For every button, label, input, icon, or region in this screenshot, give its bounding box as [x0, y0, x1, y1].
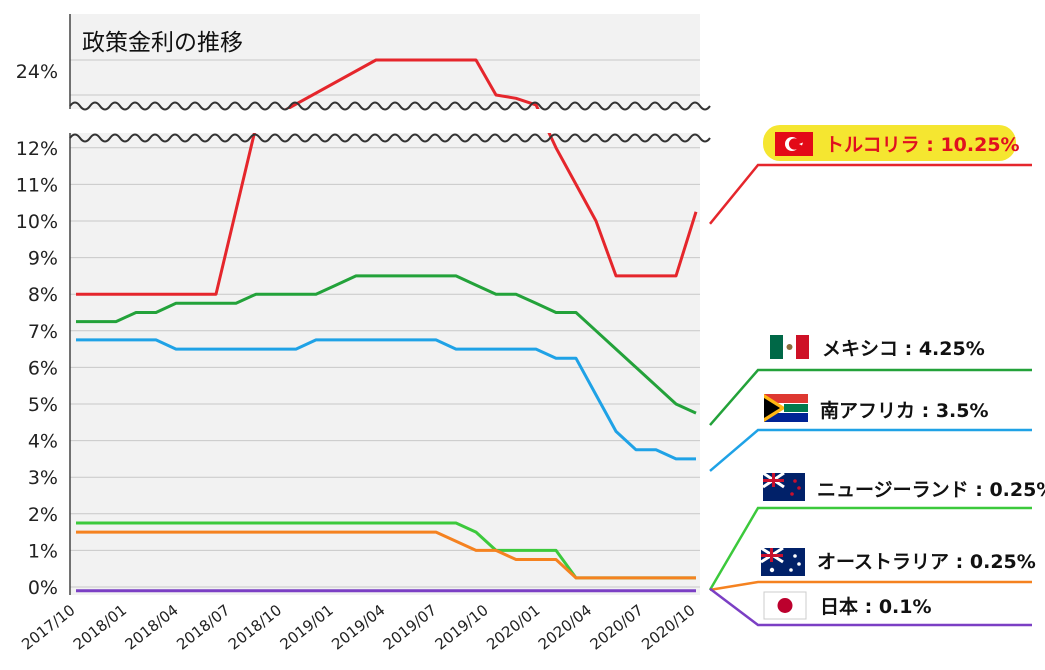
- connector-turkey: [709, 163, 1032, 225]
- connector-australia: [709, 580, 1032, 592]
- x-tick-4: 2018/10: [225, 601, 285, 654]
- y-tick-5: 5%: [28, 394, 58, 416]
- flag-australia-icon: [760, 546, 805, 576]
- axis-break-lower: [69, 133, 711, 143]
- y-tick-upper-0: 24%: [16, 61, 58, 83]
- y-tick-8: 8%: [28, 284, 58, 306]
- connector-newzealand: [708, 506, 1032, 591]
- series-line-australia: [76, 530, 696, 580]
- legend: トルコリラ : 10.25% メキシコ : 4.25% 南アフリカ : 3.5%: [760, 125, 1045, 620]
- x-tick-2: 2018/04: [122, 601, 182, 654]
- y-tick-11: 11%: [16, 174, 58, 196]
- x-tick-9: 2020/01: [483, 601, 543, 654]
- x-tick-3: 2018/07: [173, 601, 233, 654]
- legend-highlight-turkey: [763, 125, 1016, 161]
- legend-label-southafrica: 南アフリカ : 3.5%: [820, 400, 989, 422]
- y-tick-3: 3%: [28, 467, 58, 489]
- legend-label-newzealand: ニュージーランド : 0.25%: [817, 479, 1045, 501]
- legend-label-australia: オーストラリア : 0.25%: [817, 551, 1036, 573]
- y-tick-12: 12%: [16, 138, 58, 160]
- x-tick-11: 2020/07: [587, 601, 647, 654]
- y-tick-1: 1%: [28, 540, 58, 562]
- x-tick-0: 2017/10: [18, 601, 78, 654]
- connector-southafrica: [709, 428, 1032, 472]
- legend-connectors: [708, 163, 1032, 627]
- y-tick-10: 10%: [16, 211, 58, 233]
- series-lines: [66, 58, 706, 593]
- y-tick-9: 9%: [28, 248, 58, 270]
- legend-label-japan: 日本 : 0.1%: [820, 595, 932, 618]
- x-tick-labels: 2017/102018/012018/042018/072018/102019/…: [18, 601, 698, 654]
- x-tick-1: 2018/01: [70, 601, 130, 654]
- flag-newzealand-icon: [762, 471, 805, 501]
- legend-label-mexico: メキシコ : 4.25%: [822, 338, 985, 360]
- y-tick-labels: 0% 1% 2% 3% 4% 5% 6% 7% 8% 9% 10% 11% 12% 24%: [16, 61, 58, 599]
- x-tick-10: 2020/04: [535, 601, 595, 654]
- legend-label-turkey: トルコリラ : 10.25%: [825, 134, 1020, 156]
- y-tick-4: 4%: [28, 431, 58, 453]
- x-tick-5: 2019/01: [277, 601, 337, 654]
- connector-mexico: [709, 368, 1032, 426]
- x-tick-7: 2019/07: [380, 601, 440, 654]
- y-tick-6: 6%: [28, 357, 58, 379]
- flag-turkey-icon: [775, 132, 813, 156]
- series-line-southafrica: [76, 338, 696, 461]
- x-tick-12: 2020/10: [638, 601, 698, 654]
- flag-mexico-icon: [770, 335, 809, 359]
- x-tick-8: 2019/10: [432, 601, 492, 654]
- series-line-turkey: [76, 58, 698, 296]
- series-line-mexico: [76, 274, 697, 415]
- chart-title: 政策金利の推移: [82, 30, 243, 56]
- flag-japan-icon: [763, 591, 807, 620]
- flag-southafrica-icon: [764, 394, 808, 422]
- y-tick-0: 0%: [28, 577, 58, 599]
- x-tick-6: 2019/04: [328, 601, 388, 654]
- y-tick-7: 7%: [28, 321, 58, 343]
- axis-break-upper: [69, 101, 711, 111]
- axis-break-gap: [66, 109, 706, 133]
- y-tick-2: 2%: [28, 504, 58, 526]
- plot-background-lower: [70, 133, 700, 595]
- connector-japan: [709, 587, 1032, 627]
